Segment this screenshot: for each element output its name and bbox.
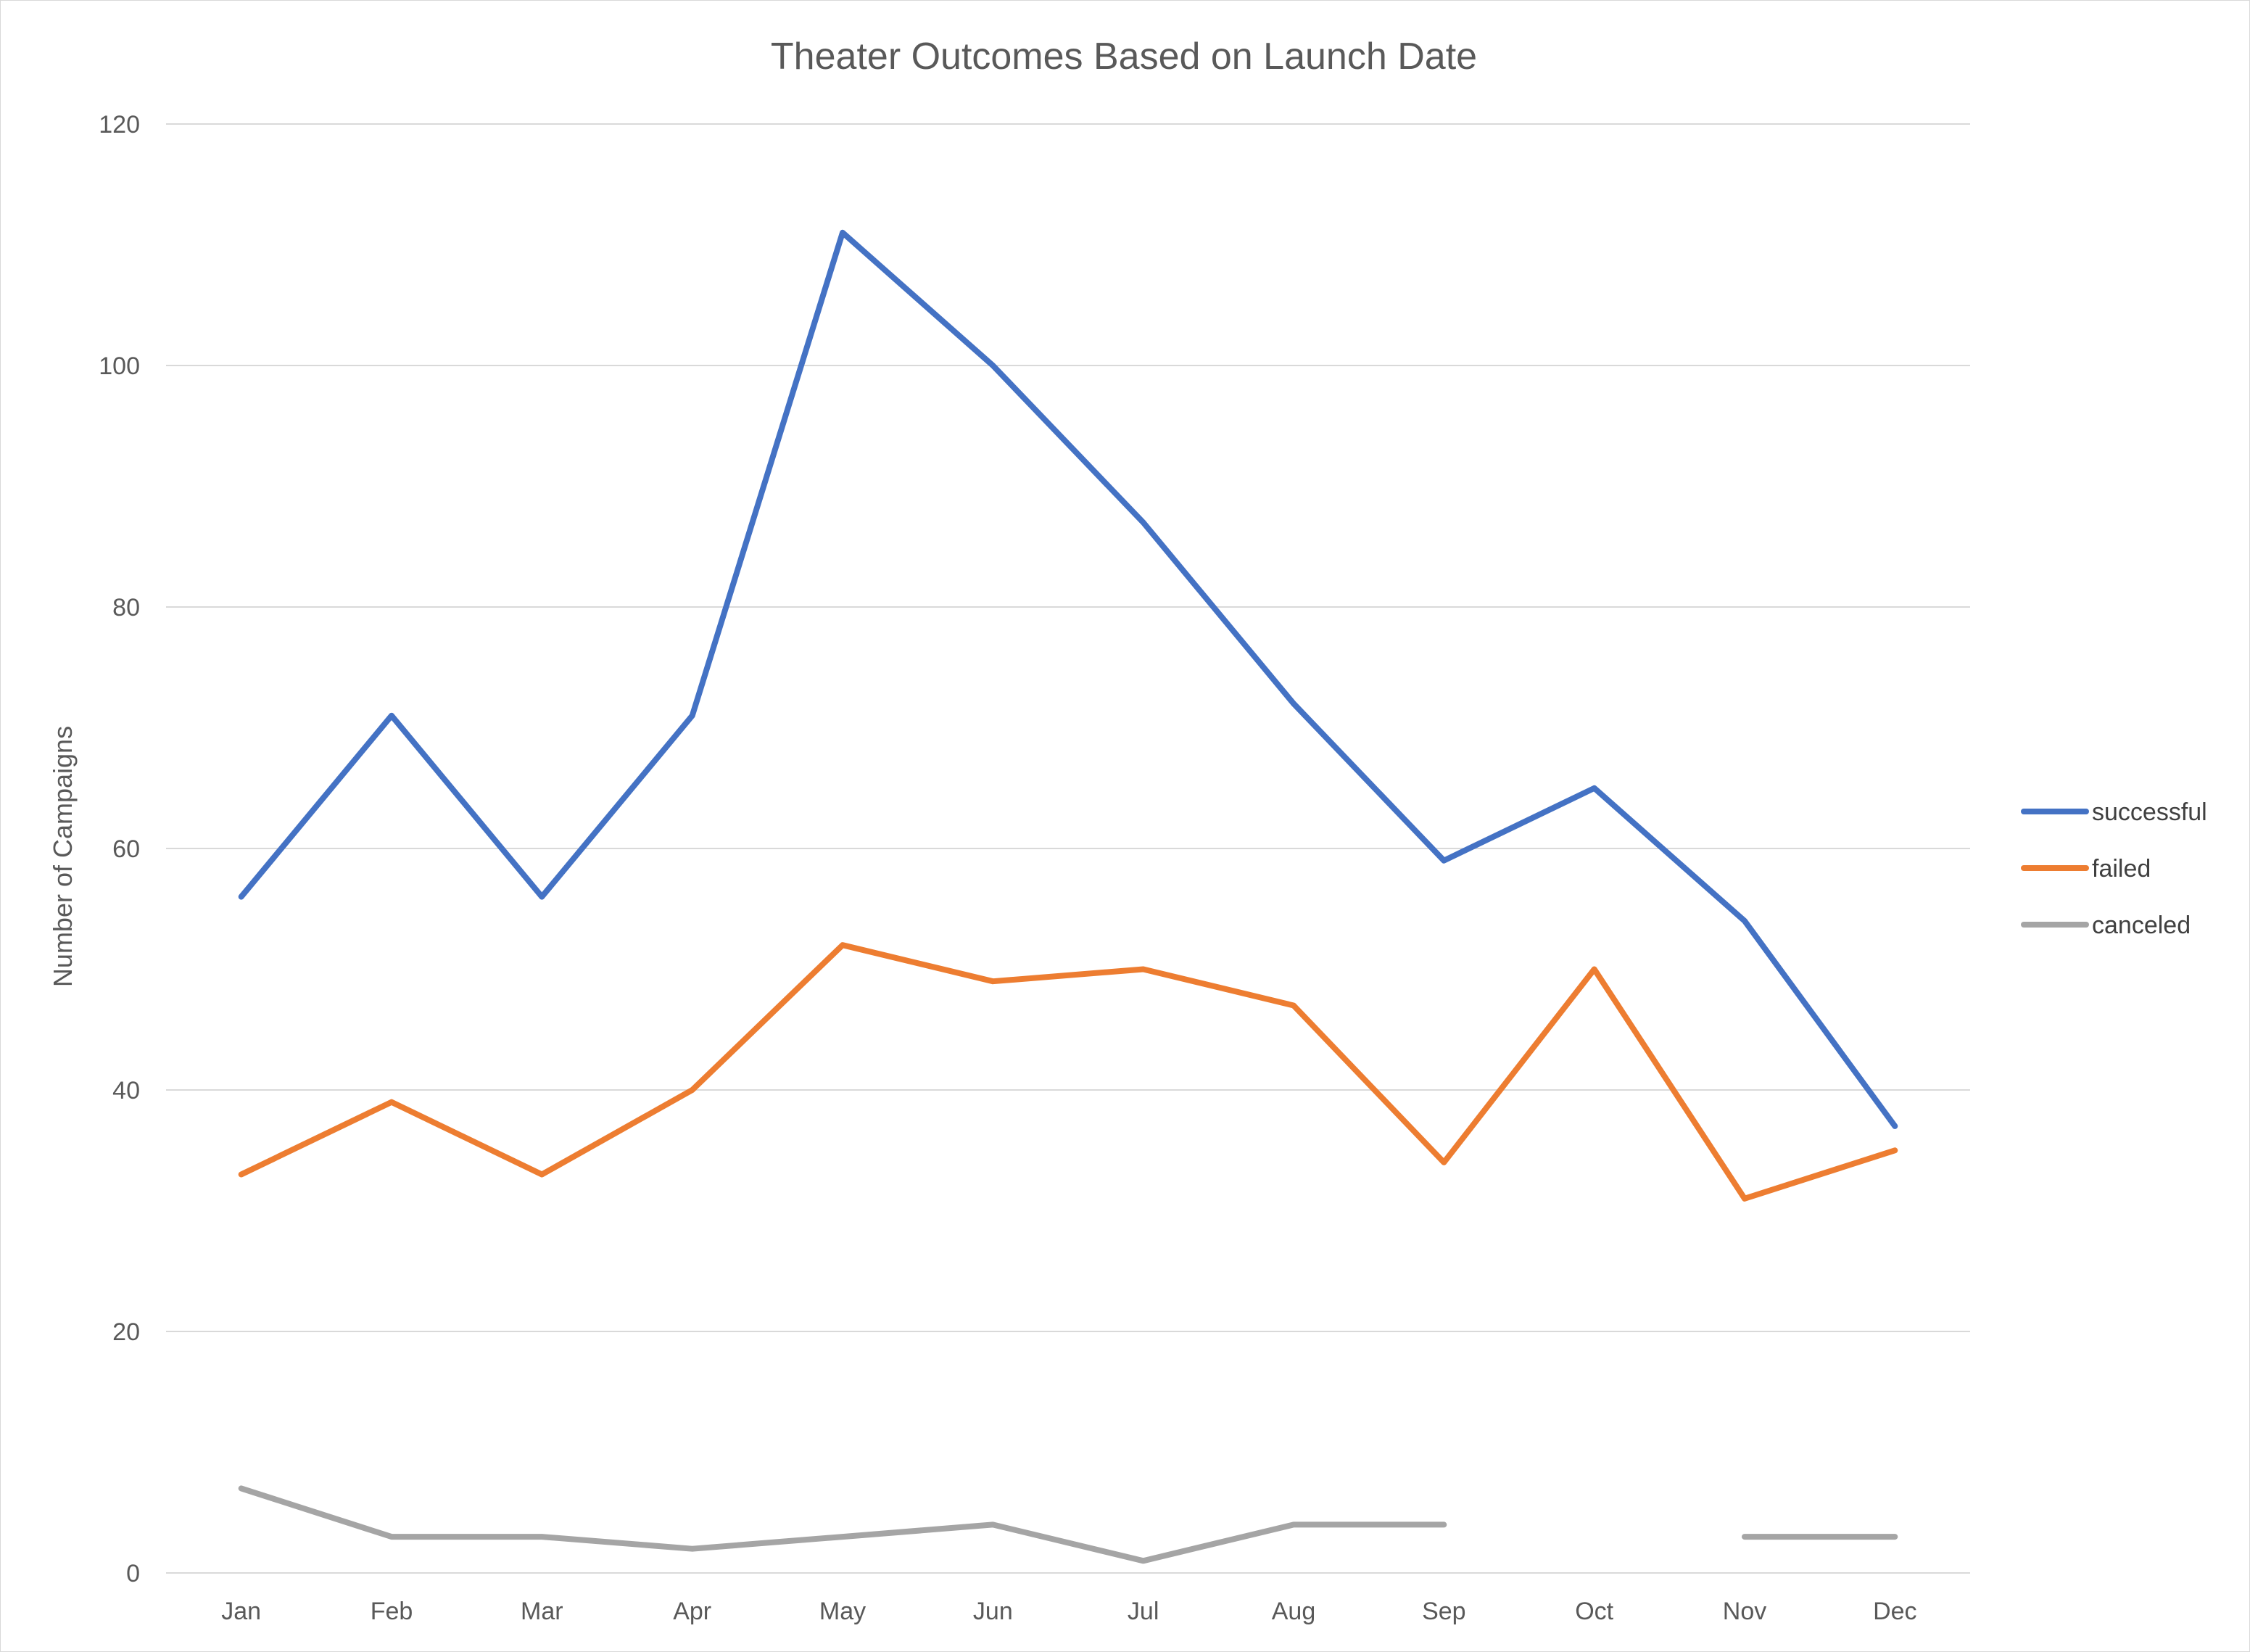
data-point-canceled <box>389 1534 394 1540</box>
data-point-canceled <box>1742 1534 1748 1540</box>
data-point-successful <box>1141 519 1146 525</box>
x-tick-label: Jan <box>221 1598 261 1625</box>
legend-item-successful: successful <box>2021 798 2207 826</box>
data-point-canceled <box>690 1546 695 1552</box>
legend-label: canceled <box>2092 912 2191 939</box>
y-axis-ticks: 0 20 40 60 80 100 120 <box>99 111 140 1587</box>
data-point-successful <box>239 894 244 900</box>
series-line-successful <box>238 229 1898 1129</box>
y-tick-label: 40 <box>112 1077 140 1104</box>
x-tick-label: Sep <box>1422 1598 1466 1625</box>
x-tick-label: Apr <box>673 1598 711 1625</box>
gridlines <box>166 123 1970 1574</box>
y-tick-label: 100 <box>99 352 140 380</box>
series-successful <box>238 229 1898 1129</box>
x-tick-label: Jun <box>973 1598 1013 1625</box>
data-point-failed <box>1592 967 1597 972</box>
data-point-failed <box>1291 1002 1296 1008</box>
series-failed <box>238 942 1898 1202</box>
data-point-canceled <box>1441 1521 1447 1527</box>
y-tick-label: 60 <box>112 835 140 863</box>
x-tick-label: May <box>819 1598 866 1625</box>
data-point-failed <box>840 942 845 948</box>
data-point-failed <box>1441 1160 1447 1165</box>
x-tick-label: Jul <box>1128 1598 1159 1625</box>
x-tick-label: Feb <box>371 1598 413 1625</box>
data-point-canceled <box>1291 1521 1296 1527</box>
data-point-failed <box>1742 1196 1748 1202</box>
data-point-failed <box>389 1099 394 1105</box>
data-point-canceled <box>239 1485 244 1491</box>
legend-item-failed: failed <box>2021 855 2151 883</box>
x-axis-ticks: Jan Feb Mar Apr May Jun Jul Aug Sep Oct Nov Dec <box>221 1598 1916 1625</box>
x-tick-label: Oct <box>1575 1598 1613 1625</box>
chart-title: Theater Outcomes Based on Launch Date <box>771 36 1477 78</box>
data-point-failed <box>690 1087 695 1093</box>
x-tick-label: Nov <box>1723 1598 1766 1625</box>
legend-label: successful <box>2092 798 2207 826</box>
legend: successful failed canceled <box>2021 798 2207 939</box>
y-tick-label: 0 <box>126 1560 140 1587</box>
y-tick-label: 80 <box>112 594 140 621</box>
data-point-successful <box>1291 701 1296 706</box>
y-tick-label: 120 <box>99 111 140 139</box>
x-tick-label: Dec <box>1873 1598 1916 1625</box>
data-point-successful <box>690 713 695 719</box>
data-point-successful <box>389 713 394 719</box>
data-point-failed <box>1892 1147 1898 1153</box>
data-point-failed <box>539 1172 545 1178</box>
data-point-successful <box>539 894 545 900</box>
legend-item-canceled: canceled <box>2021 912 2191 939</box>
data-point-successful <box>1742 918 1748 924</box>
x-tick-label: Aug <box>1272 1598 1316 1625</box>
data-point-successful <box>1592 785 1597 791</box>
data-point-failed <box>1141 967 1146 972</box>
y-tick-label: 20 <box>112 1318 140 1346</box>
data-point-successful <box>1892 1123 1898 1129</box>
data-point-successful <box>840 230 845 236</box>
series-line-failed <box>238 942 1898 1202</box>
data-point-successful <box>1441 858 1447 864</box>
data-point-successful <box>990 363 996 368</box>
data-point-canceled <box>1892 1534 1898 1540</box>
data-point-canceled <box>990 1521 996 1527</box>
data-point-failed <box>990 978 996 984</box>
series-canceled <box>238 1485 1898 1564</box>
x-tick-label: Mar <box>521 1598 563 1625</box>
data-point-failed <box>239 1172 244 1178</box>
data-point-canceled <box>840 1534 845 1540</box>
data-point-canceled <box>1141 1558 1146 1564</box>
y-axis-title: Number of Campaigns <box>48 726 78 987</box>
data-point-canceled <box>539 1534 545 1540</box>
legend-label: failed <box>2092 855 2151 883</box>
series-lines <box>238 229 1898 1564</box>
series-line-canceled <box>238 1485 1447 1564</box>
